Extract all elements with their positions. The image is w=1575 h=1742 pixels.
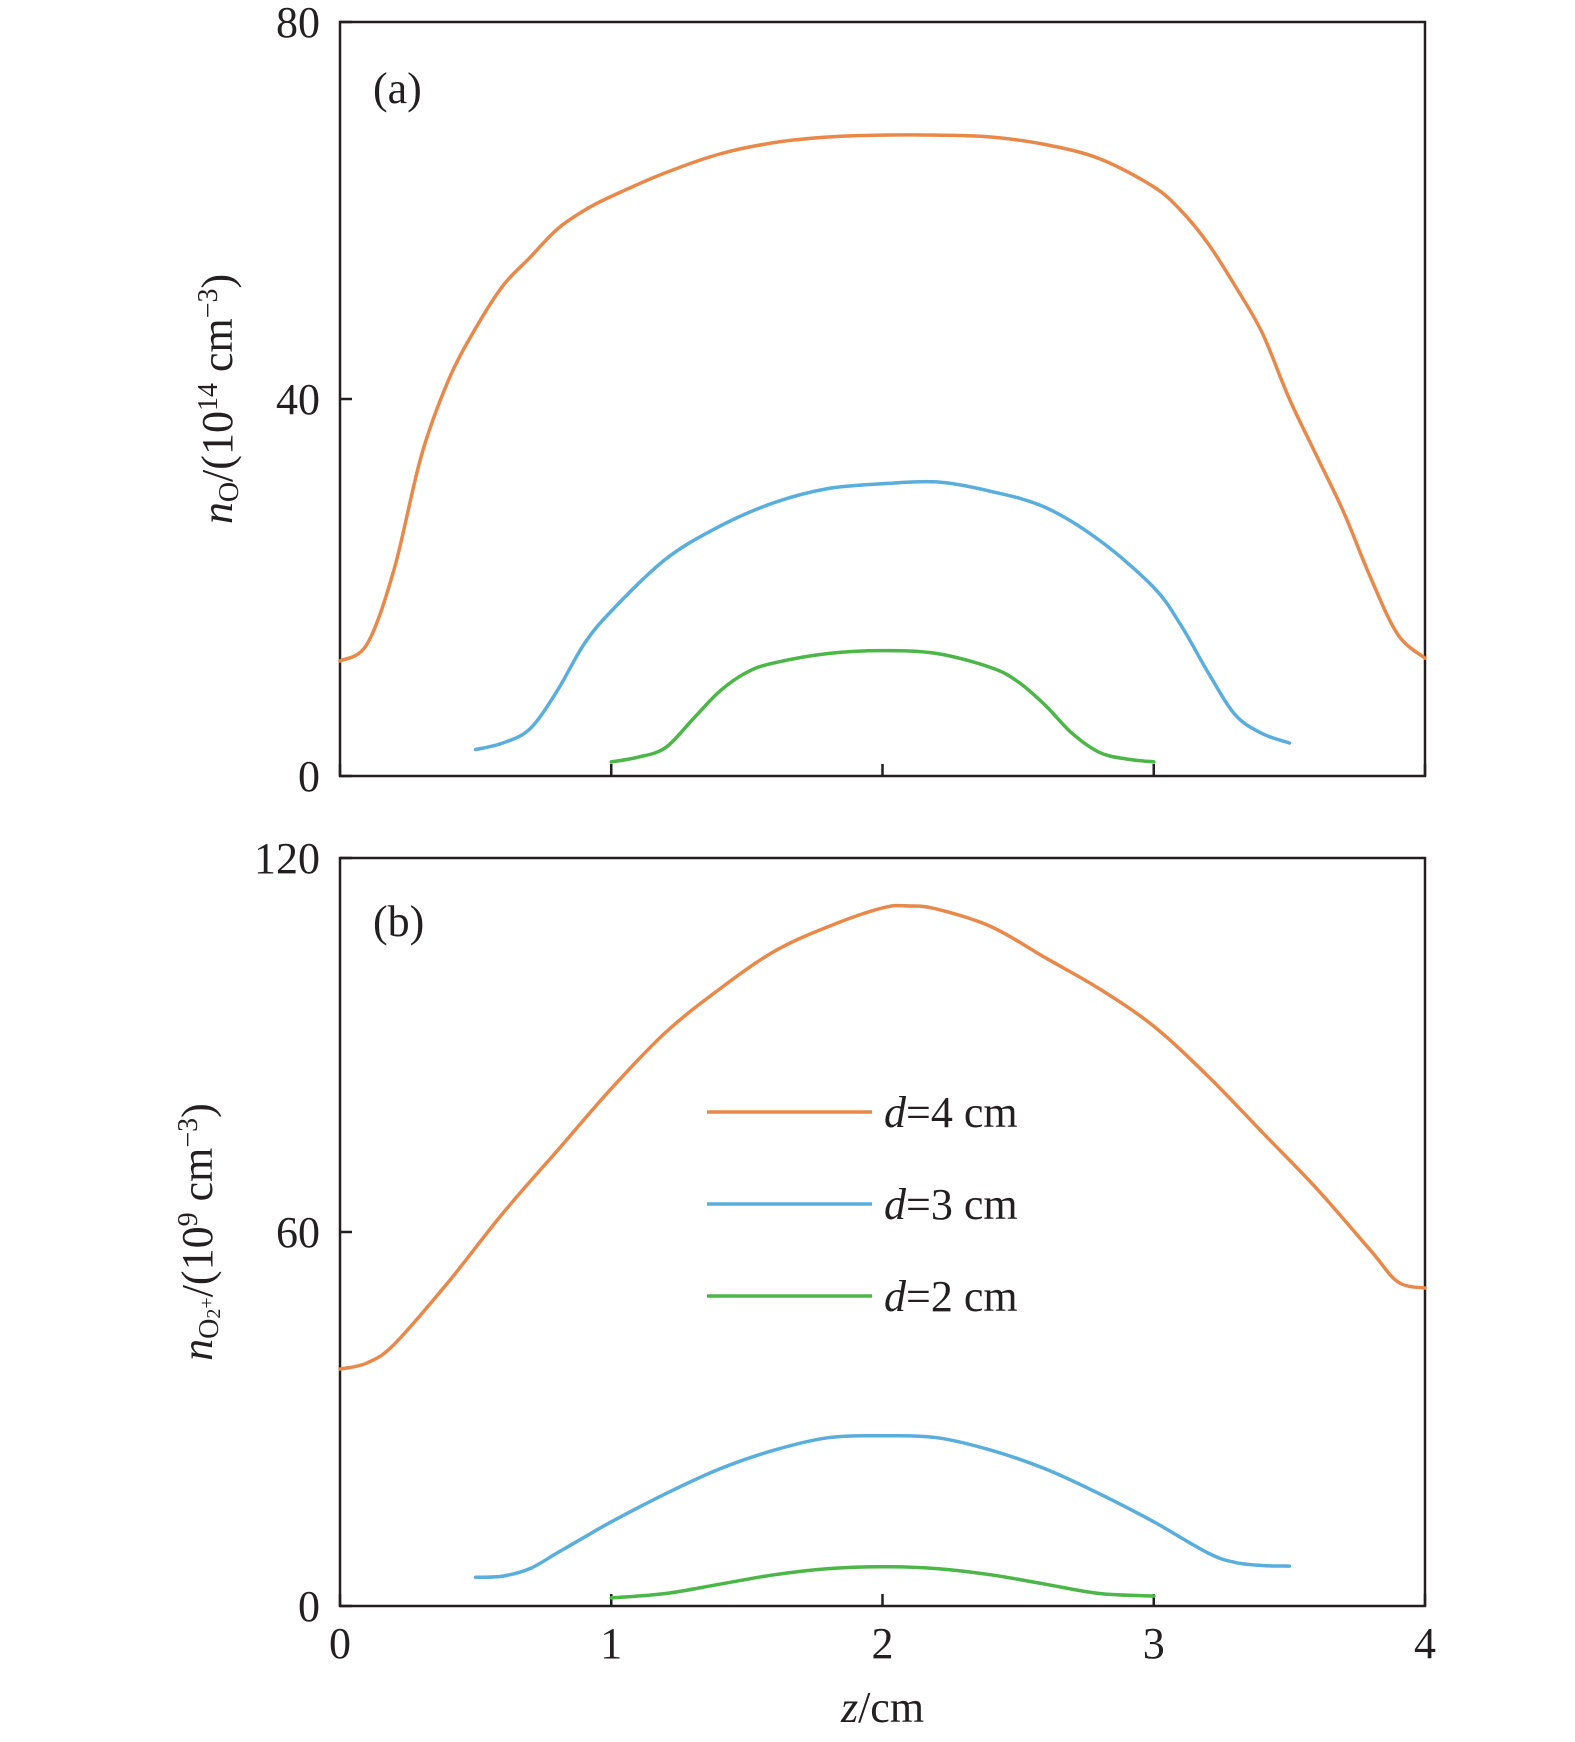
y-tick-label: 40 (276, 375, 320, 424)
y-tick-label: 120 (254, 834, 320, 883)
x-tick-label: 1 (600, 1619, 622, 1668)
legend: d=4 cm d=3 cm d=2 cm (707, 1088, 1018, 1321)
legend-label: d=3 cm (884, 1180, 1018, 1229)
panel-label: (b) (373, 897, 424, 946)
x-tick-label: 3 (1143, 1619, 1165, 1668)
y-tick-label: 0 (298, 1582, 320, 1631)
y-tick-label: 0 (298, 752, 320, 801)
series-line-d-4-cm (338, 133, 1427, 663)
series-line-d-2-cm (609, 1564, 1156, 1600)
x-tick-label: 2 (872, 1619, 894, 1668)
y-tick-label: 60 (276, 1208, 320, 1257)
x-tick-label: 0 (329, 1619, 351, 1668)
series-line-d-2-cm (609, 648, 1156, 764)
legend-label: d=2 cm (884, 1272, 1018, 1321)
legend-label: d=4 cm (884, 1088, 1018, 1137)
series-line-d-3-cm (473, 479, 1292, 752)
y-axis-title: nO/(1014 cm−3) (193, 274, 246, 524)
x-axis-title: z/cm (840, 1683, 924, 1732)
panel-a: 0 40 80 (a) nO/(1014 cm−3) (193, 0, 1427, 801)
y-tick-label: 80 (276, 0, 320, 47)
y-axis-title: nO2+/(109 cm−3) (173, 1103, 226, 1361)
x-tick-label: 4 (1414, 1619, 1436, 1668)
series-line-d-3-cm (473, 1434, 1292, 1580)
panel-b: 0 1 2 3 4 0 60 120 (b) nO2+/(109 cm−3) z/cm (173, 834, 1437, 1732)
panel-label: (a) (373, 64, 422, 113)
series-line-d-4-cm (338, 903, 1427, 1371)
plot-frame (338, 856, 1427, 1608)
